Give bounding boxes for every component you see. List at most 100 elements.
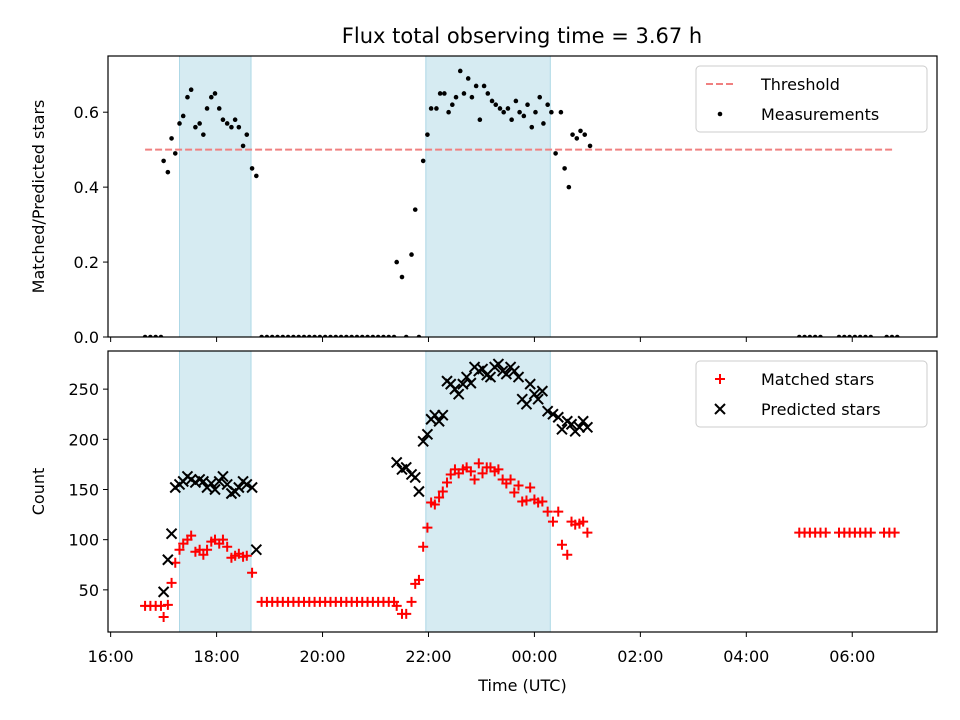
data-point <box>169 136 174 141</box>
data-point <box>562 166 567 171</box>
bottom-panel-counts: 50 100 150 200 250 16:00 18:00 20:00 22:00 00:00 0… <box>29 350 938 695</box>
data-point <box>481 83 487 89</box>
data-point <box>558 109 564 115</box>
data-point <box>493 102 499 108</box>
series-predicted-stars <box>157 358 594 598</box>
data-point <box>512 371 525 383</box>
data-point <box>492 358 505 370</box>
data-point <box>469 474 480 485</box>
data-point <box>493 464 504 475</box>
data-point <box>501 109 506 115</box>
data-point <box>565 418 578 430</box>
data-point <box>452 388 465 400</box>
data-point <box>422 522 433 533</box>
data-point <box>180 113 186 119</box>
data-point <box>536 385 549 397</box>
data-point <box>186 530 197 541</box>
data-point <box>520 398 533 410</box>
data-point <box>513 480 524 491</box>
data-point <box>412 207 418 212</box>
data-point <box>390 456 403 469</box>
data-point <box>165 527 178 540</box>
x-tick-label: 06:00 <box>829 647 875 666</box>
data-point <box>457 68 463 74</box>
data-point <box>204 106 210 111</box>
data-point <box>549 109 554 115</box>
y-tick-label: 150 <box>68 480 99 499</box>
data-point <box>232 117 238 122</box>
x-tick-label: 04:00 <box>723 647 769 666</box>
data-point <box>162 554 174 566</box>
data-point <box>233 481 245 494</box>
data-point <box>485 91 491 96</box>
data-point <box>532 393 544 405</box>
data-point <box>254 173 259 179</box>
data-point <box>437 409 449 421</box>
data-point <box>177 121 182 126</box>
axes-frame <box>107 55 938 338</box>
data-point <box>533 109 538 115</box>
data-point <box>889 527 900 538</box>
data-point <box>489 98 495 104</box>
data-point <box>208 94 214 100</box>
data-point <box>578 128 583 134</box>
y-tick-label: 0.0 <box>74 328 99 347</box>
data-point <box>442 477 453 488</box>
shaded-interval-0 <box>179 55 252 338</box>
data-point <box>401 608 412 619</box>
y-tick-label: 0.4 <box>74 178 99 197</box>
top-panel-ratio: 0.0 0.2 0.4 0.6 Matched/Predicted stars Thres… <box>29 55 938 347</box>
legend-entry-label: Predicted stars <box>761 400 881 419</box>
data-point <box>460 371 473 383</box>
data-point <box>517 109 522 115</box>
y-tick-label: 0.6 <box>74 103 99 122</box>
data-point <box>417 435 429 448</box>
data-point <box>413 485 425 498</box>
data-point <box>513 98 519 104</box>
data-point <box>445 469 456 480</box>
data-point <box>222 541 233 552</box>
data-point <box>241 550 252 561</box>
data-point <box>542 506 553 517</box>
shaded-interval-1 <box>425 55 551 338</box>
data-point <box>420 158 426 164</box>
data-point <box>562 549 573 560</box>
data-point <box>521 113 527 119</box>
data-point <box>453 94 459 100</box>
data-point <box>581 421 594 433</box>
data-point <box>418 541 429 552</box>
data-point <box>209 483 221 496</box>
data-point <box>400 461 412 474</box>
data-point <box>434 106 439 111</box>
data-point <box>477 117 483 122</box>
data-point <box>246 481 258 494</box>
legend-entry-label: Measurements <box>761 105 879 124</box>
data-point <box>820 527 831 538</box>
data-point <box>229 124 234 130</box>
data-point <box>465 466 476 477</box>
data-point <box>394 259 399 265</box>
data-point <box>574 136 580 141</box>
legend-dot-swatch <box>717 111 723 117</box>
x-tick-label: 02:00 <box>617 647 663 666</box>
data-point <box>202 544 213 555</box>
data-point <box>509 117 514 122</box>
data-point <box>505 474 516 485</box>
data-point <box>429 499 440 510</box>
data-point <box>201 132 206 137</box>
data-point <box>477 468 488 479</box>
data-point <box>241 478 253 491</box>
data-point <box>529 124 535 130</box>
data-point <box>465 76 471 81</box>
data-point <box>509 487 520 498</box>
legend-box <box>695 65 928 133</box>
series-matched-stars <box>140 458 900 622</box>
data-point <box>865 527 876 538</box>
data-point <box>508 365 520 377</box>
x-tick-label: 20:00 <box>299 647 345 666</box>
data-point <box>174 544 185 555</box>
plot-area <box>142 68 900 337</box>
data-point <box>525 482 536 493</box>
data-point <box>521 495 532 506</box>
data-point <box>162 599 173 610</box>
